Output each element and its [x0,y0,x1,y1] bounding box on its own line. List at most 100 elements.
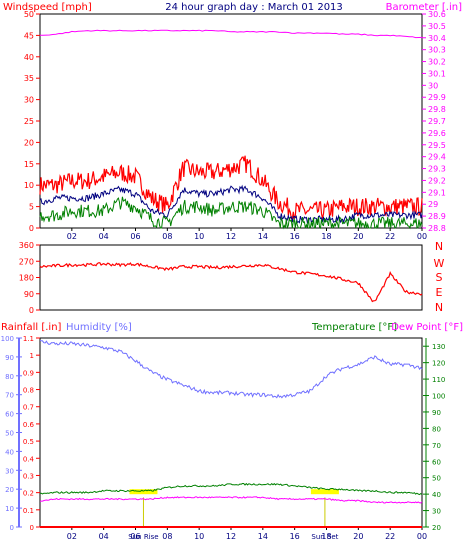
rain-tick-label: 0.9 [23,369,34,377]
sun-marker-band [310,489,339,495]
temp-tick-label: 90 [432,409,441,417]
sun-marker-label: Sun Set [311,533,338,541]
wind-tick-label: 30 [24,96,34,105]
humidity-tick-label: 70 [5,392,14,400]
humidity-tick-label: 80 [5,373,14,381]
rain-tick-label: 0.8 [23,387,34,395]
x-tick-label: 14 [258,532,268,541]
x-tick-label: 22 [385,532,395,541]
wind-tick-label: 45 [24,31,34,40]
temp-tick-label: 40 [432,491,441,499]
x-tick-label: 04 [99,532,109,541]
temp-tick-label: 60 [432,458,441,466]
x-tick-label: 00 [417,532,427,541]
x-tick-label: 04 [99,232,109,241]
baro-tick-label: 29.3 [428,165,446,174]
rain-tick-label: 1.1 [23,335,34,343]
baro-tick-label: 29.7 [428,117,446,126]
temp-tick-label: 100 [432,393,445,401]
wind-axis-label: Windspeed [mph] [3,2,92,13]
x-tick-label: 18 [321,232,331,241]
baro-tick-label: 29.8 [428,105,446,114]
rain-axis-label: Rainfall [.in] [1,322,62,333]
baro-tick-label: 30 [428,81,438,90]
baro-tick-label: 29.4 [428,153,446,162]
dir-tick-label: 270 [19,257,34,266]
baro-tick-label: 29.5 [428,141,446,150]
x-tick-label: 22 [385,232,395,241]
temp-tick-label: 20 [432,524,441,532]
wind-tick-label: 35 [24,74,34,83]
x-tick-label: 00 [417,232,427,241]
humidity-tick-label: 0 [10,524,14,532]
baro-tick-label: 28.8 [428,224,446,233]
baro-tick-label: 29.9 [428,93,446,102]
rain-tick-label: 1 [30,352,34,360]
temp-tick-label: 80 [432,425,441,433]
compass-w: W [434,257,445,270]
wind-direction-panel: 360 270 180 90 0 [19,241,423,315]
dew-axis-label: Dew Point [°F] [391,322,463,333]
series-avg [39,184,423,225]
baro-tick-label: 30.5 [428,22,446,31]
baro-tick-label: 30.3 [428,46,446,55]
rain-tick-label: 0.2 [23,490,34,498]
compass-e: E [436,286,443,299]
humidity-tick-label: 100 [1,335,14,343]
dir-tick-label: 0 [29,306,34,315]
humidity-tick-label: 40 [5,448,14,456]
compass-n-bottom: N [435,301,443,314]
x-tick-label: 20 [353,232,363,241]
sun-marker-band [129,489,158,495]
wind-tick-label: 50 [24,10,34,19]
rain-tick-label: 0 [30,524,34,532]
temp-axis-label: Temperature [°F] [311,322,397,333]
baro-tick-label: 30.1 [428,69,446,78]
x-tick-label: 18 [321,532,331,541]
x-tick-label: 12 [226,232,236,241]
humidity-tick-label: 50 [5,430,14,438]
wind-tick-label: 20 [24,138,34,147]
x-tick-label: 16 [290,532,300,541]
wind-tick-label: 5 [29,203,34,212]
x-tick-label: 20 [353,532,363,541]
temp-tick-label: 50 [432,475,441,483]
baro-tick-label: 30.4 [428,34,446,43]
temp-tick-label: 120 [432,360,445,368]
sun-marker-label: Sun Rise [128,533,158,541]
dir-tick-label: 90 [24,290,34,299]
x-tick-label: 08 [162,232,172,241]
x-tick-label: 02 [67,232,77,241]
humidity-tick-label: 90 [5,354,14,362]
wind-tick-label: 40 [24,53,34,62]
x-tick-label: 14 [258,232,268,241]
series-baro [40,29,423,39]
wind-baro-panel: 5045403530252015105030.630.530.430.330.2… [24,10,446,241]
baro-axis-label: Barometer [.in] [386,2,462,13]
rain-tick-label: 0.4 [23,455,35,463]
series-direction [39,262,423,303]
chart-title: 24 hour graph day : March 01 2013 [165,2,343,13]
x-tick-label: 06 [130,532,140,541]
humidity-tick-label: 20 [5,486,14,494]
baro-tick-label: 29 [428,200,438,209]
wind-tick-label: 10 [24,181,34,190]
humidity-tick-label: 30 [5,467,14,475]
series-dew [39,496,423,504]
baro-tick-label: 29.6 [428,129,446,138]
x-tick-label: 10 [194,232,204,241]
baro-tick-label: 29.1 [428,188,446,197]
wind-tick-label: 25 [24,117,34,126]
rain-tick-label: 0.6 [23,421,35,429]
x-tick-label: 10 [194,532,204,541]
compass-n-top: N [435,240,443,253]
rain-tick-label: 0.7 [23,404,34,412]
compass-labels: N W S E N [434,240,445,314]
baro-tick-label: 30.2 [428,58,446,67]
x-tick-label: 08 [162,532,172,541]
rain-humidity-temp-panel: 10090807060504030201001.110.90.80.70.60.… [1,335,446,541]
temp-tick-label: 130 [432,343,445,351]
humidity-tick-label: 10 [5,505,14,513]
rain-tick-label: 0.5 [23,438,34,446]
